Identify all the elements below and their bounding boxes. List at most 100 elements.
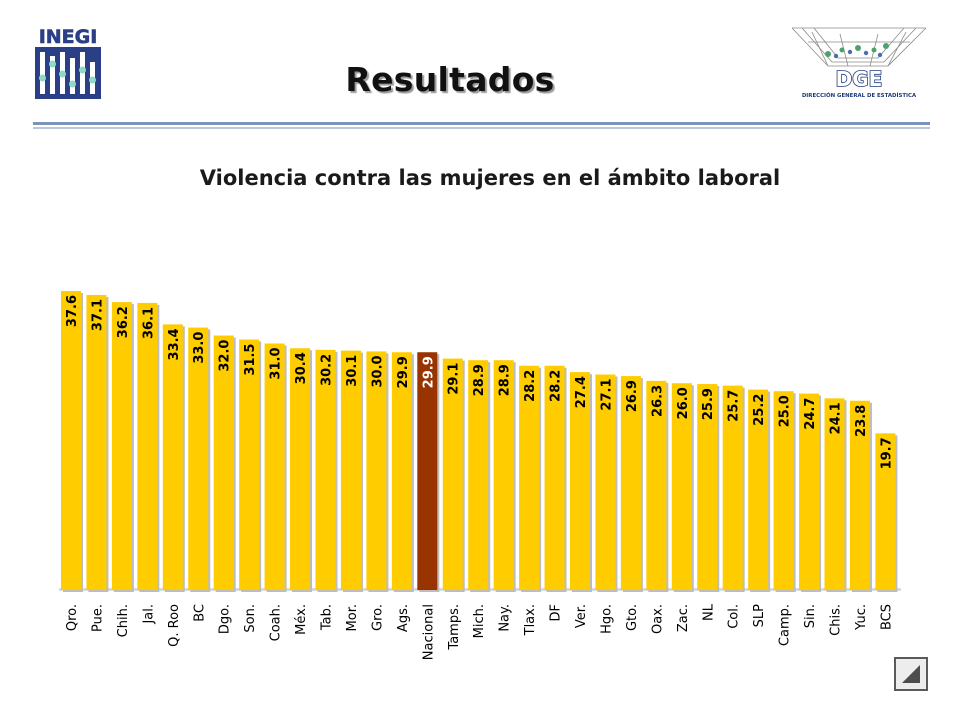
data-label: 36.2 xyxy=(116,306,131,338)
data-label: 31.5 xyxy=(243,344,258,376)
bar xyxy=(748,389,769,590)
bar xyxy=(519,365,540,590)
data-label: 30.4 xyxy=(294,352,309,384)
category-label: Chih. xyxy=(116,604,131,637)
data-label: 30.2 xyxy=(320,354,335,386)
bar xyxy=(620,376,641,590)
bar xyxy=(366,351,387,590)
bar xyxy=(111,302,132,590)
data-label: 26.3 xyxy=(650,385,665,417)
category-label: Col. xyxy=(727,604,742,629)
category-label: Nacional xyxy=(421,604,436,660)
data-label: 28.2 xyxy=(549,370,564,402)
category-label: Mor. xyxy=(345,604,360,631)
data-label: 33.4 xyxy=(167,328,182,360)
triangle-back-icon xyxy=(902,665,920,683)
bar xyxy=(570,372,590,590)
bar xyxy=(61,291,81,590)
bar xyxy=(290,348,311,590)
bar xyxy=(544,365,565,590)
data-label: 24.1 xyxy=(829,402,844,434)
bar xyxy=(315,349,336,590)
data-label: 25.7 xyxy=(727,390,742,422)
category-label: Yuc. xyxy=(854,604,869,631)
bar xyxy=(493,360,514,590)
bar xyxy=(213,335,234,590)
category-label: Sin. xyxy=(803,604,818,628)
inegi-logo: INEGI xyxy=(35,26,101,99)
category-label: Son. xyxy=(243,604,258,633)
back-button[interactable] xyxy=(894,657,928,691)
category-label: Ags. xyxy=(396,604,411,632)
data-label: 27.1 xyxy=(599,378,614,410)
bar xyxy=(722,385,743,590)
data-label: 31.0 xyxy=(269,347,284,379)
bar xyxy=(697,384,718,590)
category-label: Coah. xyxy=(269,604,284,641)
category-label: Ver. xyxy=(574,604,589,628)
bar xyxy=(340,350,361,590)
bar xyxy=(391,352,412,590)
bar xyxy=(849,400,870,590)
dge-logo-subtitle: DIRECCIÓN GENERAL DE ESTADÍSTICA xyxy=(802,91,917,99)
category-label: Hgo. xyxy=(599,604,614,634)
category-label: Gro. xyxy=(370,604,385,631)
data-label: 37.6 xyxy=(65,295,80,327)
data-label: 28.9 xyxy=(498,364,513,396)
data-label: 29.1 xyxy=(447,363,462,395)
inegi-logo-text: INEGI xyxy=(39,26,98,48)
category-label: NL xyxy=(701,603,716,621)
data-label: 30.0 xyxy=(370,355,385,387)
category-label: Qro. xyxy=(65,604,80,631)
data-label: 25.2 xyxy=(752,394,767,426)
page-title: Resultados xyxy=(345,60,555,99)
data-label: 29.9 xyxy=(421,356,436,388)
category-label: Q. Roo xyxy=(167,604,182,647)
bar xyxy=(137,302,158,590)
category-label: Jal. xyxy=(141,604,156,625)
bar xyxy=(417,352,438,590)
category-label: Chis. xyxy=(829,604,844,636)
chart-title: Violencia contra las mujeres en el ámbit… xyxy=(199,166,781,190)
bar xyxy=(773,391,794,590)
bar xyxy=(188,327,209,590)
category-label: Mich. xyxy=(472,604,487,638)
data-label: 36.1 xyxy=(141,307,156,339)
bar xyxy=(671,383,692,590)
data-label: 32.0 xyxy=(218,340,233,372)
bar xyxy=(824,398,845,590)
bar xyxy=(468,360,489,590)
category-label: Oax. xyxy=(650,604,665,634)
category-label: Gto. xyxy=(625,604,640,631)
category-label: BCS xyxy=(879,604,894,630)
data-label: 26.0 xyxy=(676,387,691,419)
data-label: 28.9 xyxy=(472,364,487,396)
category-label: DF xyxy=(549,604,564,622)
data-label: 24.7 xyxy=(803,398,818,430)
data-label: 29.9 xyxy=(396,356,411,388)
category-label: Camp. xyxy=(778,604,793,646)
dge-logo: DGE DIRECCIÓN GENERAL DE ESTADÍSTICA xyxy=(791,27,927,99)
bar xyxy=(264,343,285,590)
category-label: Tlax. xyxy=(523,604,538,636)
bar xyxy=(162,324,183,590)
bar xyxy=(646,380,667,590)
data-label: 37.1 xyxy=(90,299,105,331)
category-label: Pue. xyxy=(90,604,105,632)
dge-logo-text: DGE xyxy=(836,67,883,91)
data-label: 27.4 xyxy=(574,376,589,408)
category-label: Dgo. xyxy=(218,604,233,634)
bar xyxy=(799,393,820,590)
header-divider-secondary xyxy=(33,127,930,129)
bar xyxy=(239,339,260,590)
bar xyxy=(442,358,463,590)
bar xyxy=(875,433,896,590)
bar xyxy=(86,294,107,590)
category-label: SLP xyxy=(752,604,767,627)
data-label: 23.8 xyxy=(854,405,869,437)
category-label: Tab. xyxy=(320,604,335,631)
data-label: 19.7 xyxy=(879,437,894,469)
bar xyxy=(595,374,616,590)
header-divider xyxy=(33,122,930,125)
